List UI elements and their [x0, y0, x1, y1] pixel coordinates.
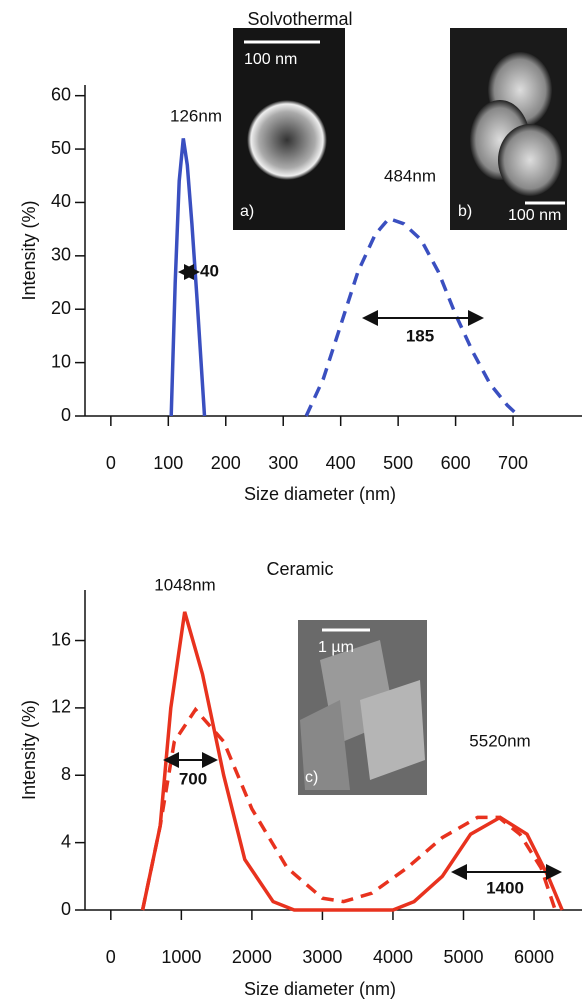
annotation: 185: [406, 326, 434, 345]
annotation: 1400: [486, 878, 524, 897]
annotation: 700: [179, 769, 207, 788]
panel-label: b): [458, 203, 472, 220]
annotation: 40: [200, 261, 219, 280]
y-tick-label: 10: [51, 351, 71, 371]
y-tick-label: 40: [51, 191, 71, 211]
y-axis-label: Intensity (%): [19, 700, 39, 800]
panel-label: c): [305, 769, 318, 786]
y-tick-label: 12: [51, 697, 71, 717]
y-tick-label: 30: [51, 245, 71, 265]
y-tick-label: 60: [51, 84, 71, 104]
y-tick-label: 16: [51, 629, 71, 649]
x-tick-label: 400: [326, 453, 356, 473]
annotation: 5520nm: [469, 731, 530, 750]
inset-image: 100 nm a): [233, 28, 345, 230]
x-tick-label: 5000: [443, 947, 483, 967]
panel-label: a): [240, 203, 254, 220]
scale-label: 100 nm: [244, 51, 297, 68]
x-axis-label: Size diameter (nm): [244, 484, 396, 504]
x-tick-label: 0: [106, 947, 116, 967]
y-axis-label: Intensity (%): [19, 200, 39, 300]
inset-image: 1 µm c): [298, 620, 427, 795]
scale-label: 100 nm: [508, 207, 561, 224]
x-tick-label: 700: [498, 453, 528, 473]
x-axis-label: Size diameter (nm): [244, 979, 396, 999]
y-tick-label: 0: [61, 899, 71, 919]
x-tick-label: 200: [211, 453, 241, 473]
y-tick-label: 50: [51, 138, 71, 158]
y-tick-label: 4: [61, 831, 71, 851]
figure: Solvothermal Size diameter (nm) Intensity …: [0, 0, 587, 1005]
scale-label: 1 µm: [318, 639, 354, 656]
x-tick-label: 6000: [514, 947, 554, 967]
x-tick-label: 0: [106, 453, 116, 473]
annotation: 484nm: [384, 166, 436, 185]
chart-title: Ceramic: [266, 559, 333, 579]
x-tick-label: 2000: [232, 947, 272, 967]
annotation: 126nm: [170, 106, 222, 125]
inset-image: 100 nm b): [450, 28, 567, 230]
x-tick-label: 4000: [373, 947, 413, 967]
y-tick-label: 20: [51, 298, 71, 318]
x-tick-label: 1000: [161, 947, 201, 967]
x-tick-label: 600: [441, 453, 471, 473]
x-tick-label: 500: [383, 453, 413, 473]
x-tick-label: 300: [268, 453, 298, 473]
annotation: 1048nm: [154, 575, 215, 594]
y-tick-label: 0: [61, 405, 71, 425]
x-tick-label: 100: [153, 453, 183, 473]
y-tick-label: 8: [61, 764, 71, 784]
chart-title: Solvothermal: [247, 9, 352, 29]
x-tick-label: 3000: [302, 947, 342, 967]
